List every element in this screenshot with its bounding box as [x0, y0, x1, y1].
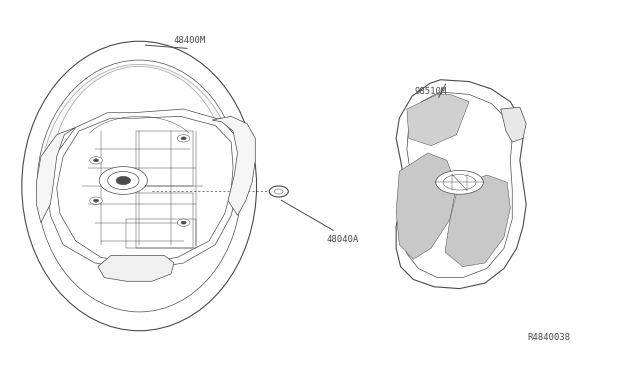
Circle shape [108, 171, 139, 190]
Polygon shape [47, 109, 239, 270]
Polygon shape [42, 64, 236, 165]
Text: 48400M: 48400M [174, 36, 206, 45]
Circle shape [90, 197, 102, 204]
Polygon shape [36, 127, 76, 223]
Circle shape [90, 157, 102, 164]
Text: 98510M: 98510M [415, 87, 447, 96]
Circle shape [93, 159, 99, 162]
Circle shape [116, 176, 131, 185]
Polygon shape [212, 116, 255, 215]
Polygon shape [396, 80, 526, 289]
Polygon shape [445, 175, 510, 267]
Polygon shape [98, 256, 174, 281]
Circle shape [177, 135, 190, 142]
Circle shape [275, 189, 283, 194]
Text: R4840038: R4840038 [527, 333, 571, 342]
Circle shape [181, 137, 186, 140]
Polygon shape [501, 107, 526, 142]
Ellipse shape [436, 170, 483, 194]
Polygon shape [407, 94, 469, 146]
Circle shape [177, 219, 190, 226]
Ellipse shape [22, 41, 257, 331]
Circle shape [181, 221, 186, 224]
Circle shape [93, 199, 99, 202]
Polygon shape [396, 153, 456, 259]
Circle shape [269, 186, 288, 197]
Text: 48040A: 48040A [326, 235, 358, 244]
Polygon shape [57, 116, 233, 263]
Circle shape [99, 167, 147, 195]
